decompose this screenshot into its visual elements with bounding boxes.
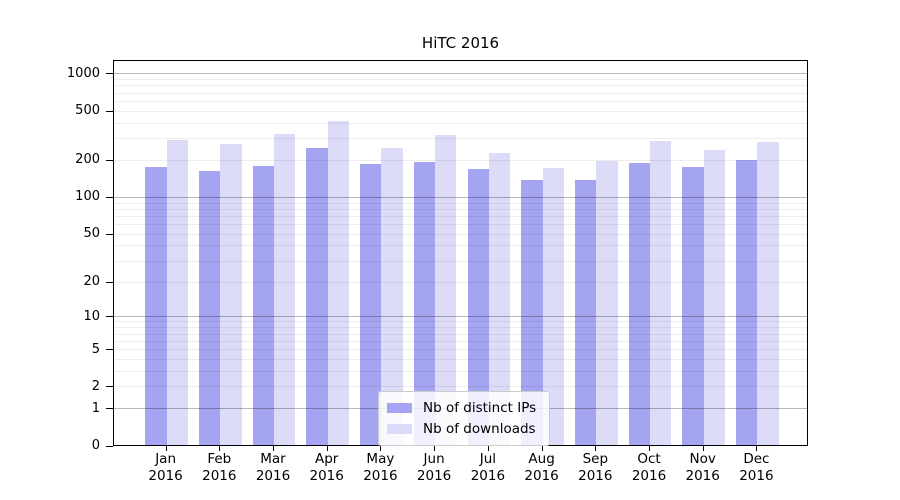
x-tick-label-jan: Jan 2016 [148,451,183,484]
x-tick-mark [541,446,543,451]
bar-distinct-ips-mar [252,166,274,445]
bar-downloads-sep [596,161,618,445]
bar-downloads-mar [274,133,296,445]
legend-label-downloads: Nb of downloads [423,420,536,437]
legend-label-distinct-ips: Nb of distinct IPs [423,399,537,416]
bar-distinct-ips-oct [628,162,650,445]
legend-item-distinct-ips: Nb of distinct IPs [379,397,549,418]
x-tick-mark [219,446,221,451]
x-tick-label-mar: Mar 2016 [255,451,291,484]
bar-downloads-jul [488,152,511,445]
bar-distinct-ips-feb [198,170,221,445]
x-tick-label-apr: Apr 2016 [309,451,344,484]
y-tick-label-500: 500 [75,103,100,119]
x-tick-mark [273,446,274,451]
y-tick-mark [106,196,113,198]
y-tick-mark [106,159,113,161]
y-tick-label-2: 2 [91,378,100,394]
legend-item-downloads: Nb of downloads [379,418,549,439]
y-tick-label-50: 50 [83,226,100,242]
bar-distinct-ips-dec [736,159,758,445]
x-tick-mark [165,446,167,451]
bar-downloads-jan [166,140,188,445]
x-tick-label-oct: Oct 2016 [631,451,667,484]
x-tick-mark [756,446,758,451]
bar-downloads-may [381,147,403,445]
y-tick-mark [106,110,113,112]
bar-downloads-jun [435,135,457,445]
y-tick-label-100: 100 [75,189,100,205]
y-tick-label-5: 5 [91,341,100,357]
x-tick-mark [595,446,597,451]
x-tick-label-jun: Jun 2016 [416,451,452,484]
bar-downloads-aug [542,167,564,445]
x-tick-label-feb: Feb 2016 [202,451,237,484]
bar-distinct-ips-jul [467,168,489,445]
y-tick-mark [106,281,113,283]
x-tick-mark [702,446,704,451]
x-tick-label-dec: Dec 2016 [739,451,774,484]
y-tick-mark [106,349,113,350]
y-tick-mark [106,316,113,318]
bar-distinct-ips-jun [413,162,436,445]
x-tick-label-sep: Sep 2016 [578,451,613,484]
x-tick-mark [487,446,489,451]
x-tick-mark [326,446,328,451]
y-tick-mark [106,233,113,235]
plot-area: Nb of distinct IPs Nb of downloads [113,60,808,446]
y-tick-label-0: 0 [91,438,100,453]
bar-distinct-ips-apr [306,148,328,445]
bar-distinct-ips-aug [521,180,543,445]
legend-swatch-downloads [387,423,412,434]
x-tick-label-may: May 2016 [363,451,398,484]
x-tick-label-nov: Nov 2016 [685,451,720,484]
bar-downloads-dec [757,142,779,445]
y-tick-label-1000: 1000 [66,65,100,81]
bar-distinct-ips-nov [682,166,704,445]
x-tick-mark [649,446,650,451]
y-tick-mark [106,73,113,75]
y-tick-mark [106,386,113,388]
legend-swatch-distinct-ips [387,402,412,413]
y-tick-mark [106,445,113,447]
bar-downloads-nov [703,149,726,445]
x-tick-mark [434,446,436,451]
bar-downloads-feb [220,143,242,445]
bar-distinct-ips-jan [145,166,167,445]
x-tick-mark [380,446,382,451]
chart-title: HiTC 2016 [421,34,500,52]
bar-distinct-ips-sep [574,179,597,445]
bar-distinct-ips-may [360,164,382,445]
x-tick-label-jul: Jul 2016 [470,451,506,484]
bars-layer [114,61,807,445]
legend: Nb of distinct IPs Nb of downloads [378,391,550,446]
bar-downloads-oct [650,140,672,445]
y-tick-mark [106,408,113,410]
y-tick-label-200: 200 [75,152,100,168]
x-tick-label-aug: Aug 2016 [524,451,559,484]
y-tick-label-1: 1 [91,400,100,416]
y-tick-label-10: 10 [83,308,100,324]
y-tick-label-20: 20 [83,274,100,289]
bar-downloads-apr [327,121,350,445]
